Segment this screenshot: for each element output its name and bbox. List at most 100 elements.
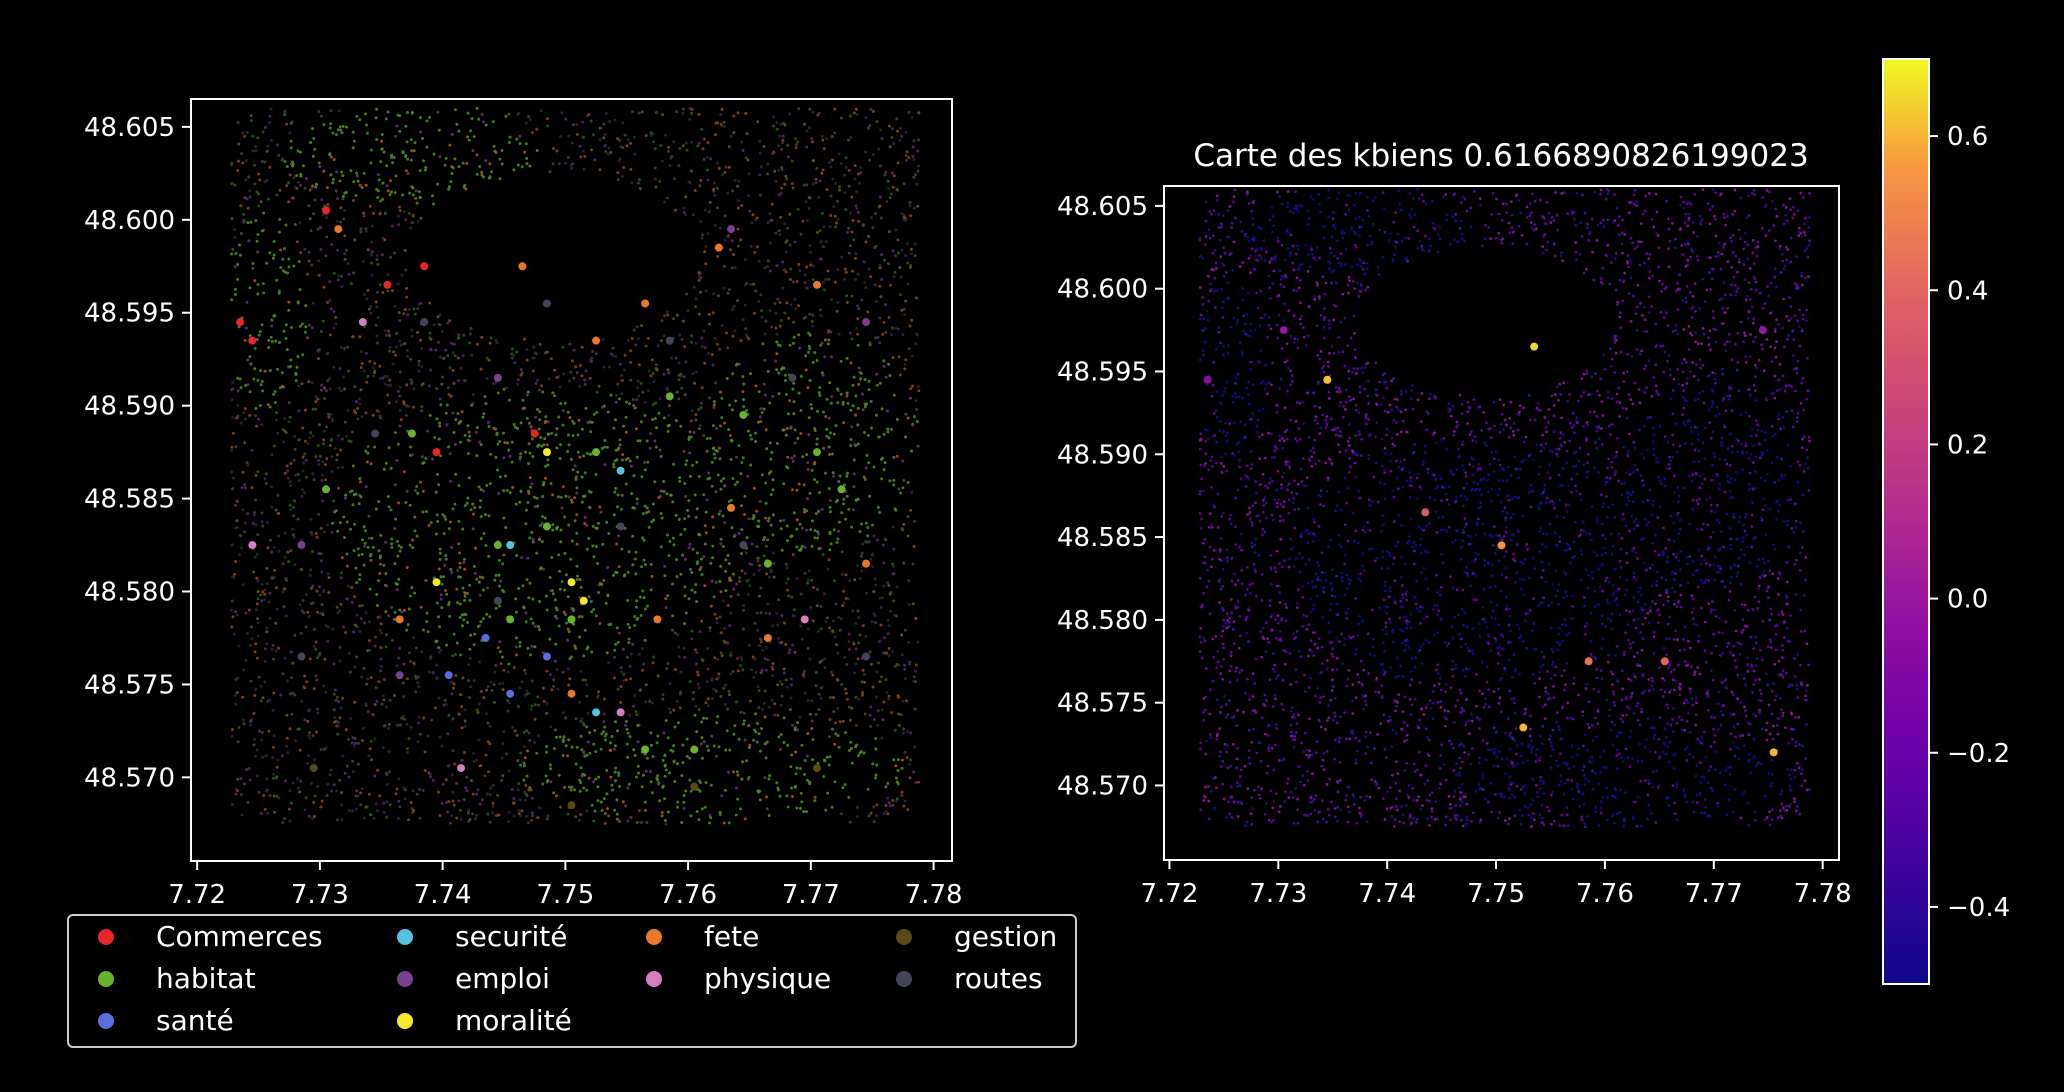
data-point bbox=[493, 596, 502, 605]
data-point bbox=[518, 262, 527, 271]
left-y-axis: 48.570 48.575 48.580 48.585 48.590 48.595 48.6… bbox=[84, 113, 191, 793]
right-chart-title: Carte des kbiens 0.6166890826199023 bbox=[1193, 138, 1808, 174]
data-point bbox=[579, 596, 588, 605]
legend: Commerces habitat santé securité emploi moral… bbox=[67, 914, 1077, 1048]
data-point bbox=[542, 448, 551, 457]
x-tick-label: 7.77 bbox=[1685, 879, 1743, 909]
data-point bbox=[542, 652, 551, 661]
colorbar-tick-label: −0.2 bbox=[1947, 739, 2010, 769]
legend-label: securité bbox=[455, 920, 567, 953]
y-tick-label: 48.570 bbox=[1057, 771, 1148, 801]
data-point bbox=[665, 336, 674, 345]
data-point bbox=[653, 615, 662, 624]
data-point bbox=[236, 318, 245, 327]
data-point bbox=[690, 745, 699, 754]
legend-marker bbox=[98, 929, 114, 945]
left-x-axis: 7.72 7.73 7.74 7.75 7.76 7.77 7.78 bbox=[168, 861, 963, 910]
legend-item: habitat bbox=[98, 962, 256, 995]
data-point bbox=[690, 782, 699, 791]
y-tick-label: 48.595 bbox=[1057, 357, 1148, 387]
legend-item: securité bbox=[397, 920, 567, 953]
right-axes-frame bbox=[1163, 185, 1840, 861]
colorbar-gradient bbox=[1882, 58, 1930, 985]
legend-item: fete bbox=[646, 920, 759, 953]
data-point bbox=[616, 522, 625, 531]
data-point bbox=[714, 243, 723, 252]
data-point bbox=[1584, 657, 1593, 666]
legend-item: gestion bbox=[896, 920, 1057, 953]
legend-marker bbox=[646, 929, 662, 945]
data-point bbox=[763, 633, 772, 642]
legend-marker bbox=[646, 971, 662, 987]
data-point bbox=[1203, 375, 1212, 384]
data-point bbox=[432, 448, 441, 457]
x-tick-label: 7.75 bbox=[1467, 879, 1525, 909]
legend-label: emploi bbox=[455, 962, 550, 995]
legend-item: emploi bbox=[397, 962, 550, 995]
data-point bbox=[358, 318, 367, 327]
y-tick-label: 48.580 bbox=[1057, 606, 1148, 636]
legend-label: routes bbox=[954, 962, 1043, 995]
colorbar-tick-label: 0.6 bbox=[1947, 122, 1988, 152]
x-tick-label: 7.78 bbox=[905, 880, 963, 910]
x-tick-label: 7.72 bbox=[1140, 879, 1198, 909]
data-point bbox=[248, 541, 257, 550]
data-point bbox=[739, 541, 748, 550]
data-point bbox=[481, 633, 490, 642]
legend-marker bbox=[397, 929, 413, 945]
y-tick-label: 48.590 bbox=[84, 392, 175, 422]
right-y-axis: 48.570 48.575 48.580 48.585 48.590 48.595 48.6… bbox=[1057, 192, 1164, 801]
colorbar-tick-label: 0.4 bbox=[1947, 276, 1988, 306]
legend-label: moralité bbox=[455, 1004, 572, 1037]
colorbar-tick-label: −0.4 bbox=[1947, 893, 2010, 923]
data-point bbox=[457, 764, 466, 773]
data-point bbox=[567, 615, 576, 624]
data-point bbox=[506, 615, 515, 624]
data-point bbox=[862, 318, 871, 327]
y-tick-label: 48.605 bbox=[1057, 192, 1148, 222]
data-point bbox=[812, 448, 821, 457]
data-point bbox=[407, 429, 416, 438]
data-point bbox=[592, 708, 601, 717]
data-point bbox=[1530, 342, 1539, 351]
legend-item: santé bbox=[98, 1004, 234, 1037]
x-tick-label: 7.76 bbox=[1576, 879, 1634, 909]
data-point bbox=[592, 448, 601, 457]
legend-marker bbox=[98, 1013, 114, 1029]
data-point bbox=[800, 615, 809, 624]
data-point bbox=[395, 615, 404, 624]
data-point bbox=[309, 764, 318, 773]
data-point bbox=[1758, 326, 1767, 335]
y-tick-label: 48.575 bbox=[1057, 689, 1148, 719]
y-tick-label: 48.600 bbox=[84, 206, 175, 236]
data-point bbox=[837, 485, 846, 494]
data-point bbox=[567, 801, 576, 810]
data-point bbox=[297, 652, 306, 661]
y-tick-label: 48.600 bbox=[1057, 275, 1148, 305]
data-point bbox=[395, 671, 404, 680]
data-point bbox=[322, 206, 331, 215]
x-tick-label: 7.73 bbox=[1249, 879, 1307, 909]
legend-label: santé bbox=[156, 1004, 234, 1037]
left-axes-frame bbox=[190, 98, 953, 862]
x-tick-label: 7.73 bbox=[291, 880, 349, 910]
data-point bbox=[432, 578, 441, 587]
data-point bbox=[542, 299, 551, 308]
data-point bbox=[727, 225, 736, 234]
x-tick-label: 7.76 bbox=[659, 880, 717, 910]
right-map-density-texture bbox=[1198, 187, 1812, 829]
y-tick-label: 48.575 bbox=[84, 670, 175, 700]
legend-label: physique bbox=[704, 962, 831, 995]
data-point bbox=[371, 429, 380, 438]
legend-label: habitat bbox=[156, 962, 256, 995]
data-point bbox=[1769, 748, 1778, 757]
legend-label: gestion bbox=[954, 920, 1057, 953]
colorbar-tick-label: 0.0 bbox=[1947, 585, 1988, 615]
legend-item: Commerces bbox=[98, 920, 323, 953]
x-tick-label: 7.77 bbox=[782, 880, 840, 910]
data-point bbox=[727, 503, 736, 512]
data-point bbox=[506, 689, 515, 698]
x-tick-label: 7.72 bbox=[168, 880, 226, 910]
y-tick-label: 48.585 bbox=[1057, 523, 1148, 553]
